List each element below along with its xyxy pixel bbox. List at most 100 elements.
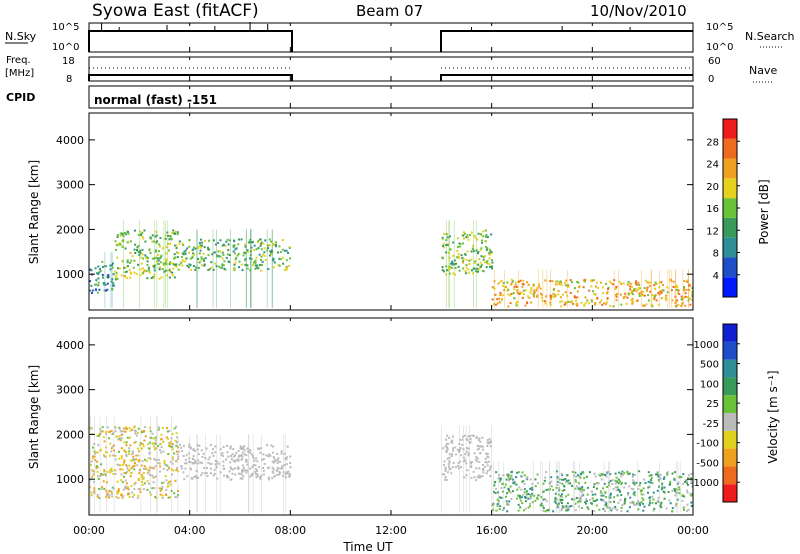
velocity-echo	[628, 472, 631, 475]
power-echo	[200, 244, 203, 247]
velocity-echo	[450, 439, 453, 442]
velocity-echo	[557, 493, 560, 496]
power-echo	[582, 286, 585, 289]
velocity-echo	[124, 430, 127, 433]
velocity-echo	[109, 469, 112, 472]
power-echo	[164, 234, 167, 237]
power-echo	[192, 252, 195, 255]
power-echo	[482, 255, 485, 258]
velocity-echo	[226, 474, 229, 477]
power-echo	[219, 239, 222, 242]
power-echo	[632, 301, 635, 304]
velocity-echo	[154, 436, 157, 439]
velocity-echo	[111, 495, 114, 498]
velocity-echo	[131, 428, 134, 431]
velocity-echo	[241, 469, 244, 472]
velocity-echo	[137, 454, 140, 457]
power-echo	[462, 257, 465, 260]
power-echo	[243, 251, 246, 254]
power-colorbar-tick-label: 4	[713, 271, 719, 282]
power-echo	[165, 260, 168, 263]
velocity-echo	[181, 467, 184, 470]
power-echo	[135, 272, 138, 275]
velocity-echo	[245, 459, 248, 462]
velocity-echo	[512, 478, 515, 481]
power-echo	[219, 250, 222, 253]
nave-tick-bottom: 0	[708, 74, 714, 85]
power-echo	[665, 294, 668, 297]
velocity-ylabel: Slant Range [km]	[27, 365, 41, 469]
velocity-echo	[571, 484, 574, 487]
velocity-echo	[147, 457, 150, 460]
freq-tick-top: 18	[62, 56, 75, 67]
power-echo	[171, 271, 174, 274]
velocity-echo	[540, 496, 543, 499]
power-echo	[149, 252, 152, 255]
velocity-echo	[479, 452, 482, 455]
velocity-echo	[690, 501, 693, 504]
velocity-echo	[275, 458, 278, 461]
velocity-echo	[477, 445, 480, 448]
velocity-echo	[663, 497, 666, 500]
power-echo	[519, 291, 522, 294]
power-echo	[480, 263, 483, 266]
power-echo	[123, 266, 126, 269]
power-echo	[507, 293, 510, 296]
velocity-echo	[631, 501, 634, 504]
power-echo	[194, 268, 197, 271]
velocity-echo	[175, 432, 178, 435]
velocity-echo	[601, 499, 604, 502]
power-echo	[441, 257, 444, 260]
power-echo	[612, 283, 615, 286]
power-echo	[101, 265, 104, 268]
velocity-echo	[576, 474, 579, 477]
velocity-echo	[547, 509, 550, 512]
power-echo	[279, 251, 282, 254]
velocity-echo	[134, 440, 137, 443]
velocity-echo	[611, 507, 614, 510]
power-echo	[660, 291, 663, 294]
power-echo	[590, 300, 593, 303]
velocity-echo	[91, 469, 94, 472]
power-echo	[156, 257, 159, 260]
velocity-echo	[660, 506, 663, 509]
velocity-echo	[475, 436, 478, 439]
plot-title: Syowa East (fitACF)	[92, 1, 259, 21]
velocity-echo	[530, 494, 533, 497]
velocity-echo	[135, 458, 138, 461]
velocity-echo	[216, 477, 219, 480]
velocity-echo	[471, 434, 474, 437]
velocity-echo	[609, 492, 612, 495]
velocity-echo	[123, 450, 126, 453]
power-echo	[539, 292, 542, 295]
power-echo	[103, 282, 106, 285]
velocity-echo	[575, 496, 578, 499]
velocity-echo	[152, 481, 155, 484]
velocity-echo	[142, 467, 145, 470]
power-echo	[94, 288, 97, 291]
velocity-echo	[566, 502, 569, 505]
power-echo	[615, 299, 618, 302]
velocity-echo	[176, 436, 179, 439]
velocity-echo	[621, 470, 624, 473]
power-echo	[660, 281, 663, 284]
power-echo	[203, 264, 206, 267]
velocity-echo	[146, 471, 149, 474]
velocity-echo	[145, 460, 148, 463]
power-echo	[510, 292, 513, 295]
velocity-echo	[499, 477, 502, 480]
power-echo	[273, 261, 276, 264]
nsky-trace-2	[440, 30, 693, 52]
velocity-echo	[206, 467, 209, 470]
velocity-echo	[446, 448, 449, 451]
power-echo	[246, 267, 249, 270]
velocity-echo	[104, 431, 107, 434]
velocity-echo	[605, 475, 608, 478]
velocity-echo	[207, 458, 210, 461]
power-echo	[89, 289, 92, 292]
power-echo	[582, 279, 585, 282]
power-echo	[519, 279, 522, 282]
power-echo	[130, 259, 133, 262]
velocity-echo	[556, 503, 559, 506]
